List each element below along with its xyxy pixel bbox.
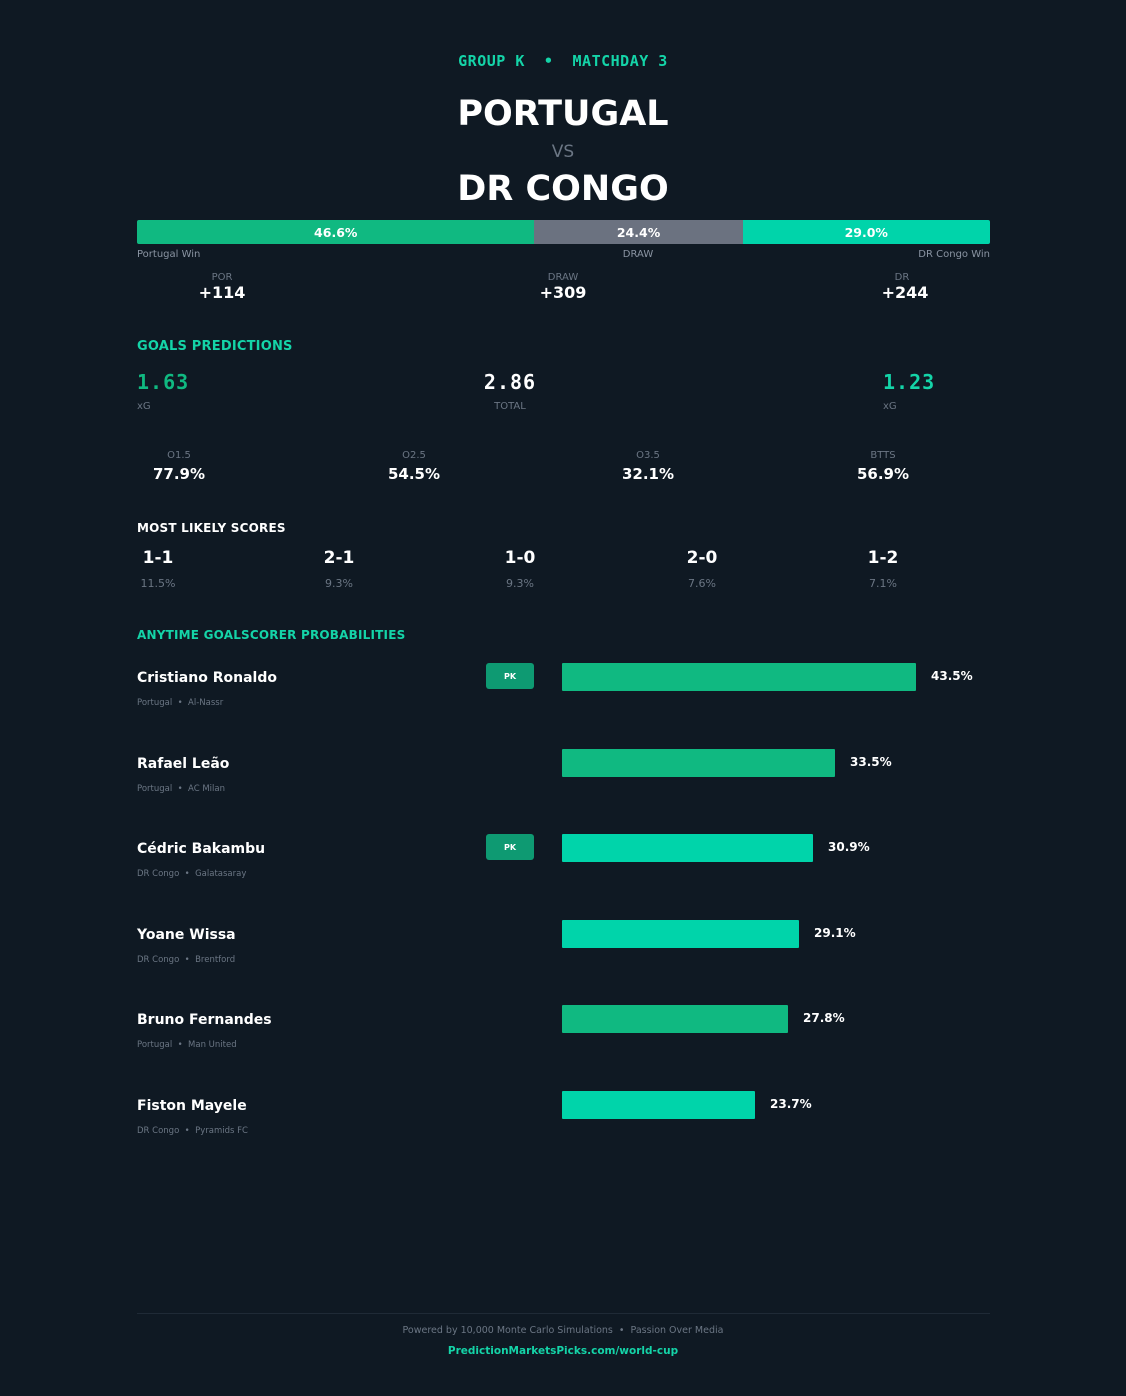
- matchday-label: GROUP K • MATCHDAY 3: [458, 52, 668, 70]
- win-probability-bar: 46.6% 24.4% 29.0%: [137, 220, 990, 244]
- probability-value: 33.5%: [850, 755, 892, 769]
- footer-credit: Powered by 10,000 Monte Carlo Simulation…: [402, 1325, 724, 1336]
- odds-home-value: +114: [198, 283, 246, 302]
- player-meta: Portugal • AC Milan: [137, 784, 225, 794]
- away-xg-label: xG: [883, 401, 897, 412]
- probability-value: 23.7%: [770, 1097, 812, 1111]
- score-pct: 9.3%: [325, 577, 353, 590]
- score-pct: 7.1%: [869, 577, 897, 590]
- draw-segment: 24.4%: [534, 220, 743, 244]
- away-team-title: DR CONGO: [457, 169, 669, 209]
- home-xg-label: xG: [137, 401, 151, 412]
- player-name: Yoane Wissa: [137, 927, 236, 943]
- score-value: 1-2: [867, 548, 899, 568]
- score-pct: 7.6%: [688, 577, 716, 590]
- away-xg-value: 1.23: [883, 370, 936, 394]
- market-label: BTTS: [870, 450, 896, 461]
- probability-bar: [562, 920, 799, 948]
- probability-bar: [562, 663, 916, 691]
- odds-home-label: POR: [211, 272, 233, 283]
- score-value: 2-0: [686, 548, 718, 568]
- home-team-title: PORTUGAL: [457, 94, 669, 134]
- market-value: 56.9%: [856, 465, 910, 483]
- probability-value: 43.5%: [931, 669, 973, 683]
- score-value: 1-0: [504, 548, 536, 568]
- goalscorer-title: ANYTIME GOALSCORER PROBABILITIES: [137, 628, 406, 642]
- probability-value: 29.1%: [814, 926, 856, 940]
- probability-value: 30.9%: [828, 840, 870, 854]
- footer-divider: [137, 1313, 990, 1314]
- score-value: 2-1: [323, 548, 355, 568]
- odds-draw-label: DRAW: [547, 272, 579, 283]
- score-pct: 9.3%: [506, 577, 534, 590]
- home-win-label: Portugal Win: [137, 249, 201, 260]
- total-goals-label: TOTAL: [494, 401, 526, 412]
- player-meta: DR Congo • Galatasaray: [137, 869, 247, 879]
- score-value: 1-1: [142, 548, 174, 568]
- player-meta: DR Congo • Pyramids FC: [137, 1126, 248, 1136]
- player-meta: Portugal • Man United: [137, 1040, 237, 1050]
- penalty-taker-badge: PK: [486, 663, 534, 689]
- goals-predictions-title: GOALS PREDICTIONS: [137, 339, 293, 354]
- odds-draw-value: +309: [539, 283, 587, 302]
- market-value: 32.1%: [621, 465, 675, 483]
- market-value: 77.9%: [152, 465, 206, 483]
- home-win-segment: 46.6%: [137, 220, 535, 244]
- total-goals-value: 2.86: [483, 370, 537, 394]
- vs-label: VS: [551, 142, 575, 162]
- player-name: Fiston Mayele: [137, 1098, 247, 1114]
- likely-scores-title: MOST LIKELY SCORES: [137, 521, 286, 535]
- penalty-taker-badge: PK: [486, 834, 534, 860]
- market-label: O3.5: [636, 450, 660, 461]
- player-meta: DR Congo • Brentford: [137, 955, 236, 965]
- player-meta: Portugal • Al-Nassr: [137, 698, 224, 708]
- probability-value: 27.8%: [803, 1011, 845, 1025]
- probability-bar: [562, 749, 835, 777]
- market-value: 54.5%: [387, 465, 441, 483]
- player-name: Bruno Fernandes: [137, 1012, 272, 1028]
- away-win-label: DR Congo Win: [918, 249, 990, 260]
- player-name: Cédric Bakambu: [137, 841, 266, 857]
- home-xg-value: 1.63: [137, 370, 190, 394]
- odds-away-label: DR: [894, 272, 910, 283]
- score-pct: 11.5%: [140, 577, 176, 590]
- probability-bar: [562, 834, 813, 862]
- odds-away-value: +244: [881, 283, 929, 302]
- probability-bar: [562, 1005, 788, 1033]
- player-name: Rafael Leão: [137, 756, 230, 772]
- market-label: O2.5: [402, 450, 426, 461]
- player-name: Cristiano Ronaldo: [137, 670, 277, 686]
- market-label: O1.5: [167, 450, 191, 461]
- draw-label: DRAW: [622, 249, 654, 260]
- away-win-segment: 29.0%: [742, 220, 990, 244]
- probability-bar: [562, 1091, 755, 1119]
- footer-link[interactable]: PredictionMarketsPicks.com/world-cup: [447, 1345, 679, 1357]
